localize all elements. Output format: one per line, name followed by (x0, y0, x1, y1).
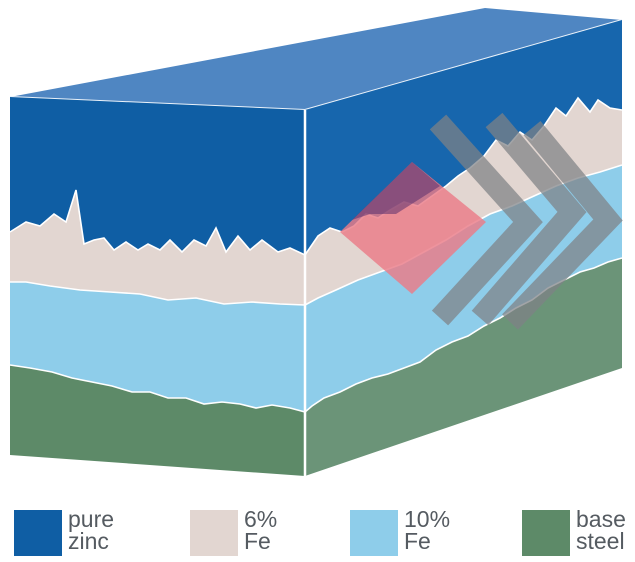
galvanized-coating-cross-section-diagram (9, 8, 623, 476)
top-face (10, 8, 622, 110)
front-6pct-fe-layer (10, 190, 305, 305)
chevron-arrow-2 (471, 112, 587, 326)
legend-label-base-steel-line1: base (576, 506, 626, 532)
front-10pct-fe-layer (10, 282, 305, 412)
chevron-arrow-3 (502, 120, 623, 330)
front-interface-6pct-10pct (10, 281, 306, 306)
front-interface-10pct-steel (9, 364, 306, 413)
legend-swatch-base-steel (522, 510, 570, 556)
diamond-overlap-shadow (352, 162, 440, 220)
legend-swatch-6pct-fe (190, 510, 238, 556)
side-interface-10pct-steel (304, 257, 623, 413)
side-base-steel-layer (305, 258, 622, 476)
legend-label-10pct-fe-line1: 10% (404, 506, 451, 532)
pink-damage-diamond (340, 162, 486, 294)
legend-label-pure-zinc-line1: pure (68, 506, 115, 532)
front-base-steel-layer (10, 365, 305, 476)
legend-label-6pct-fe-line2: Fe (244, 528, 271, 554)
legend-swatch-pure-zinc (14, 510, 62, 556)
chevron-arrow-1 (429, 114, 543, 326)
front-interface-zinc-6pct (9, 189, 306, 256)
legend-label-6pct-fe-line1: 6% (244, 506, 278, 532)
legend-swatch-10pct-fe (350, 510, 398, 556)
legend: pure zinc 6% Fe 10% Fe base steel (0, 504, 635, 562)
chevron-arrows (429, 112, 623, 330)
legend-label-base-steel-line2: steel (576, 528, 625, 554)
legend-label-10pct-fe-line2: Fe (404, 528, 431, 554)
legend-label-pure-zinc-line2: zinc (68, 528, 109, 554)
front-pure-zinc-layer (10, 97, 305, 255)
